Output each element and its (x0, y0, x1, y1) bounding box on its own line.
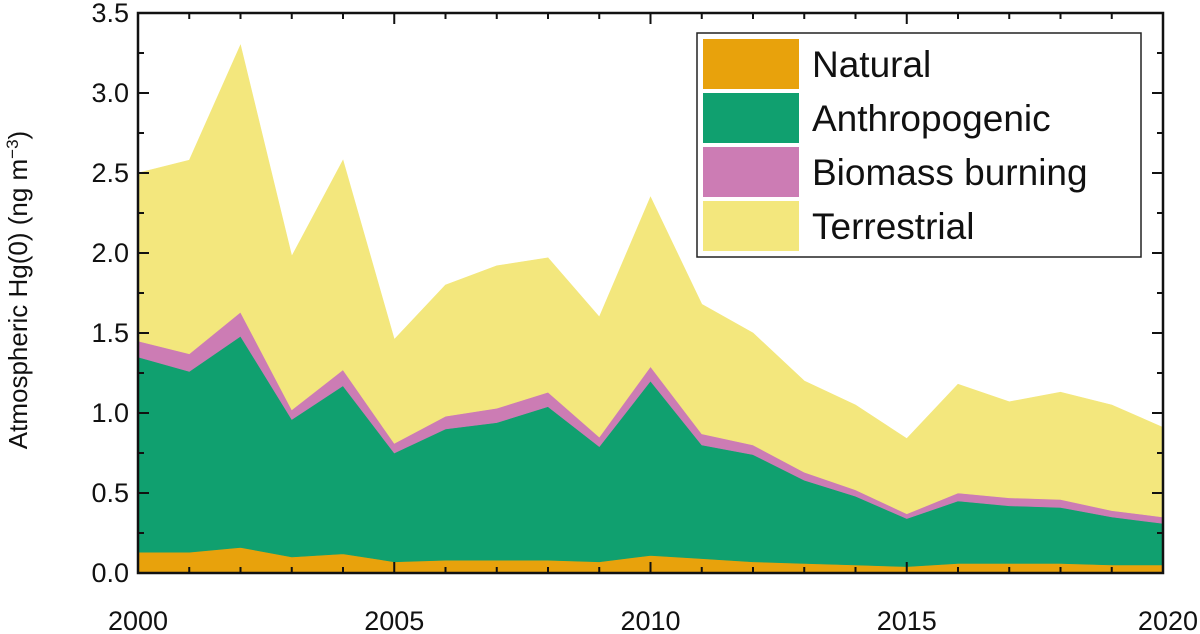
y-axis-title-close: ) (3, 131, 33, 140)
legend-label-biomass-burning: Biomass burning (812, 152, 1088, 193)
y-tick-label: 1.5 (91, 318, 129, 348)
legend-label-terrestrial: Terrestrial (812, 206, 974, 247)
legend-swatch-terrestrial (703, 201, 799, 251)
legend-swatch-natural (703, 39, 799, 89)
y-tick-label: 0.5 (91, 478, 129, 508)
y-tick-label: 2.0 (91, 238, 129, 268)
y-tick-label: 1.0 (91, 398, 129, 428)
ticks: 0.0 0.5 1.0 1.5 2.0 2.5 3.0 3.5 2000 2005 2010 2015… (91, 0, 1198, 634)
legend-swatch-anthropogenic (703, 93, 799, 143)
x-tick-label: 2015 (877, 606, 937, 634)
x-tick-label: 2010 (620, 606, 680, 634)
x-tick-label: 2005 (364, 606, 424, 634)
legend: Natural Anthropogenic Biomass burning Terre… (696, 32, 1142, 258)
y-axis-title: Atmospheric Hg(0) (ng m−3) (3, 131, 34, 449)
y-tick-label: 2.5 (91, 158, 129, 188)
x-tick-label: 2000 (108, 606, 168, 634)
y-axis-title-main: Atmospheric Hg(0) (ng m (3, 159, 33, 449)
y-tick-label: 3.0 (91, 78, 129, 108)
legend-label-anthropogenic: Anthropogenic (812, 98, 1051, 139)
legend-label-natural: Natural (812, 44, 931, 85)
legend-swatch-biomass-burning (703, 147, 799, 197)
y-tick-label: 0.0 (91, 558, 129, 588)
y-axis-title-sup: −3 (3, 139, 22, 158)
x-tick-label: 2020 (1138, 606, 1198, 634)
y-tick-label: 3.5 (91, 0, 129, 28)
